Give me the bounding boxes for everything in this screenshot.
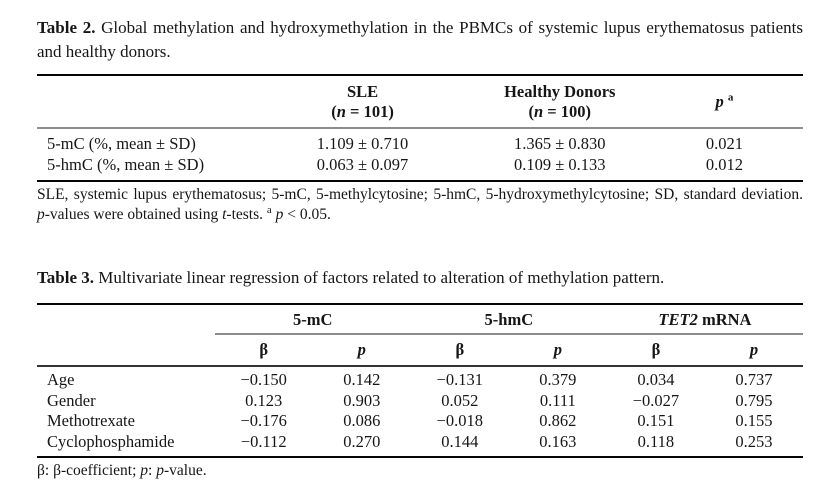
row-label: Age (47, 370, 75, 389)
value-cell: 0.034 (637, 370, 675, 389)
table3-caption-text: Multivariate linear regression of factor… (94, 268, 665, 287)
table3-caption: Table 3. Multivariate linear regression … (37, 224, 803, 290)
value-cell: 0.021 (705, 134, 744, 153)
row-label: 5-mC (%, mean ± SD) (47, 134, 196, 153)
table2-caption-label: Table 2. (37, 18, 96, 37)
value-cell: 0.109 ± 0.133 (513, 155, 606, 174)
table-row: 5-mC (%, mean ± SD) 1.109 ± 0.710 1.365 … (37, 128, 803, 154)
value-cell: 0.795 (735, 390, 773, 410)
value-cell: 0.155 (735, 411, 773, 430)
value-cell: 0.118 (637, 431, 675, 451)
col-p: p (508, 334, 607, 367)
table2-header-stub (37, 75, 252, 129)
table-row: Gender 0.123 0.903 0.052 0.111 −0.027 0.… (37, 391, 803, 412)
table2-footnote: SLE, systemic lupus erythematosus; 5-mC,… (37, 186, 803, 223)
value-cell: 0.111 (539, 390, 576, 410)
healthy-n: (n = 100) (528, 102, 592, 121)
value-cell: −0.112 (240, 431, 287, 451)
row-label: Gender (47, 390, 96, 410)
value-cell: 0.142 (343, 370, 381, 389)
row-label: Cyclophosphamide (47, 431, 175, 451)
value-cell: 0.163 (539, 431, 577, 451)
healthy-title: Healthy Donors (504, 82, 616, 101)
table2-header-row: SLE (n = 101) Healthy Donors (n = 100) p… (37, 75, 803, 129)
col-p: p (312, 334, 411, 367)
value-cell: 0.379 (539, 370, 577, 389)
value-cell: 0.253 (735, 431, 773, 451)
table3-header: 5-mC 5-hmC TET2 mRNA β p β p β p (37, 304, 803, 367)
col-beta: β (214, 334, 313, 367)
table3-header-stub (37, 304, 215, 334)
table3-group-row: 5-mC 5-hmC TET2 mRNA (37, 304, 803, 335)
table3-subheader-row: β p β p β p (37, 334, 803, 367)
table2-header: SLE (n = 101) Healthy Donors (n = 100) p… (37, 75, 803, 129)
value-cell: −0.027 (632, 390, 680, 410)
value-cell: −0.131 (436, 370, 484, 389)
value-cell: 0.086 (343, 411, 381, 430)
table3-subheader-stub (37, 334, 215, 367)
group-5mc: 5-mC (214, 304, 411, 335)
row-label: 5-hmC (%, mean ± SD) (47, 155, 205, 174)
table3-body: Age −0.150 0.142 −0.131 0.379 0.034 0.73… (37, 366, 803, 457)
value-cell: 0.737 (735, 370, 773, 389)
row-label: Methotrexate (47, 411, 135, 430)
table3-section: Table 3. Multivariate linear regression … (37, 224, 803, 481)
table3: 5-mC 5-hmC TET2 mRNA β p β p β p Age −0 (37, 303, 803, 458)
table2-header-healthy: Healthy Donors (n = 100) (473, 75, 646, 129)
table2-section: Table 2. Global methylation and hydroxym… (37, 0, 803, 224)
table-row: Cyclophosphamide −0.112 0.270 0.144 0.16… (37, 432, 803, 458)
value-cell: 0.270 (343, 431, 381, 451)
value-cell: −0.018 (436, 411, 484, 430)
value-cell: −0.150 (240, 370, 287, 389)
value-cell: 0.144 (441, 431, 479, 451)
value-cell: 0.151 (637, 411, 675, 430)
value-cell: 0.862 (539, 411, 577, 430)
table2-body: 5-mC (%, mean ± SD) 1.109 ± 0.710 1.365 … (37, 128, 803, 181)
sle-n: (n = 101) (331, 102, 394, 121)
value-cell: −0.176 (240, 411, 287, 430)
table3-caption-label: Table 3. (37, 268, 95, 287)
table2-header-sle: SLE (n = 101) (251, 75, 474, 129)
document-page: Table 2. Global methylation and hydroxym… (37, 0, 803, 481)
col-beta: β (606, 334, 705, 367)
table2-caption: Table 2. Global methylation and hydroxym… (37, 0, 803, 64)
table3-footnote: β: β-coefficient; p: p-value. (37, 462, 207, 479)
sle-title: SLE (346, 82, 379, 101)
value-cell: 0.052 (441, 390, 479, 410)
value-cell: 1.109 ± 0.710 (316, 134, 409, 153)
value-cell: 0.012 (705, 155, 744, 174)
value-cell: 0.123 (245, 390, 283, 410)
table-row: 5-hmC (%, mean ± SD) 0.063 ± 0.097 0.109… (37, 154, 803, 181)
col-beta: β (410, 334, 509, 367)
group-5hmc: 5-hmC (410, 304, 607, 335)
table2: SLE (n = 101) Healthy Donors (n = 100) p… (37, 74, 803, 182)
value-cell: 0.903 (343, 390, 381, 410)
footnote-superscript-a: a (266, 203, 272, 216)
p-superscript-a: a (727, 91, 734, 104)
value-cell: 0.063 ± 0.097 (316, 155, 409, 174)
value-cell: 1.365 ± 0.830 (513, 134, 606, 153)
table2-header-p: p a (645, 75, 803, 129)
group-tet2-mrna: TET2 mRNA (606, 304, 803, 335)
table2-caption-text: Global methylation and hydroxymethylatio… (37, 18, 803, 61)
table-row: Methotrexate −0.176 0.086 −0.018 0.862 0… (37, 411, 803, 432)
table-row: Age −0.150 0.142 −0.131 0.379 0.034 0.73… (37, 366, 803, 391)
col-p: p (704, 334, 803, 367)
